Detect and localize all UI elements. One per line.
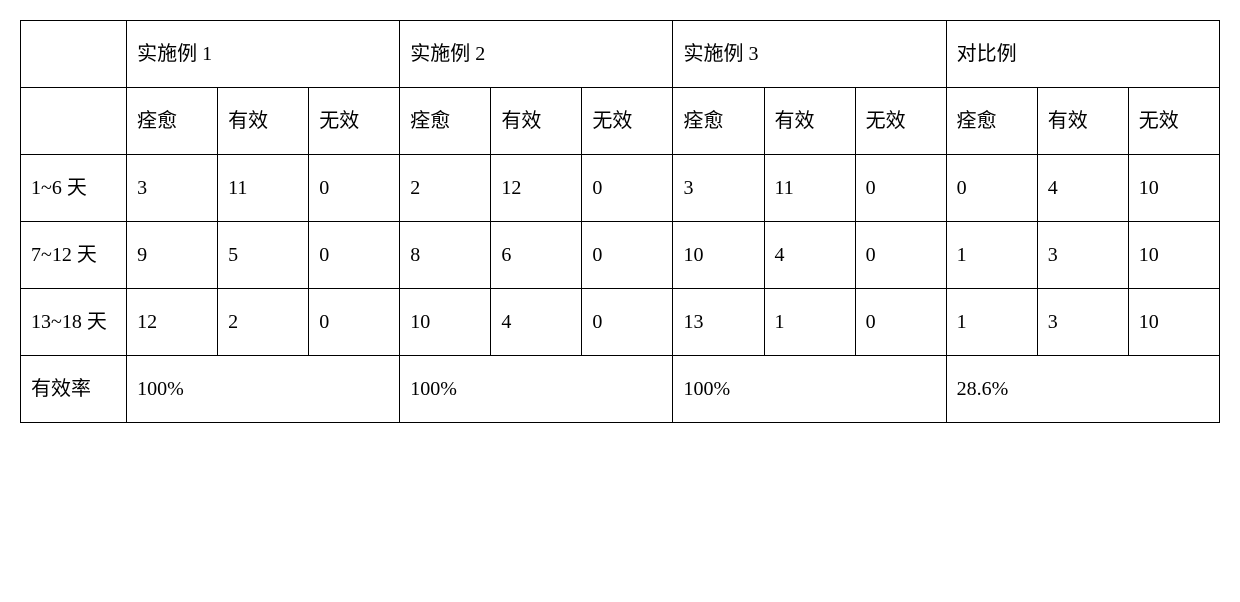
data-cell: 6 (491, 222, 582, 289)
row-label: 13~18 天 (21, 289, 127, 356)
table-row: 1~6 天 3 11 0 2 12 0 3 11 0 0 4 10 (21, 155, 1220, 222)
data-cell: 12 (491, 155, 582, 222)
table-row: 13~18 天 12 2 0 10 4 0 13 1 0 1 3 10 (21, 289, 1220, 356)
corner-cell (21, 21, 127, 88)
data-cell: 2 (218, 289, 309, 356)
sub-header: 无效 (855, 88, 946, 155)
footer-cell: 100% (400, 356, 673, 423)
sub-header: 痊愈 (946, 88, 1037, 155)
data-cell: 0 (309, 222, 400, 289)
row-label: 1~6 天 (21, 155, 127, 222)
sub-header: 有效 (1037, 88, 1128, 155)
data-cell: 0 (582, 222, 673, 289)
data-cell: 4 (764, 222, 855, 289)
data-cell: 4 (1037, 155, 1128, 222)
sub-header: 痊愈 (673, 88, 764, 155)
data-cell: 1 (764, 289, 855, 356)
data-cell: 10 (1128, 155, 1219, 222)
data-cell: 13 (673, 289, 764, 356)
table-footer: 有效率 100% 100% 100% 28.6% (21, 356, 1220, 423)
data-cell: 12 (127, 289, 218, 356)
data-cell: 0 (855, 155, 946, 222)
group-header: 实施例 2 (400, 21, 673, 88)
footer-cell: 28.6% (946, 356, 1219, 423)
data-cell: 3 (1037, 289, 1128, 356)
data-cell: 1 (946, 289, 1037, 356)
data-cell: 5 (218, 222, 309, 289)
sub-header: 有效 (491, 88, 582, 155)
footer-cell: 100% (673, 356, 946, 423)
data-cell: 0 (582, 289, 673, 356)
data-cell: 11 (218, 155, 309, 222)
data-cell: 8 (400, 222, 491, 289)
footer-label: 有效率 (21, 356, 127, 423)
group-header: 对比例 (946, 21, 1219, 88)
data-cell: 10 (400, 289, 491, 356)
data-cell: 10 (673, 222, 764, 289)
sub-header: 痊愈 (127, 88, 218, 155)
row-label: 7~12 天 (21, 222, 127, 289)
data-cell: 9 (127, 222, 218, 289)
group-header: 实施例 1 (127, 21, 400, 88)
data-cell: 3 (673, 155, 764, 222)
table-row: 7~12 天 9 5 0 8 6 0 10 4 0 1 3 10 (21, 222, 1220, 289)
table-header-groups: 实施例 1 实施例 2 实施例 3 对比例 (21, 21, 1220, 88)
footer-cell: 100% (127, 356, 400, 423)
data-cell: 1 (946, 222, 1037, 289)
data-cell: 0 (309, 155, 400, 222)
group-header: 实施例 3 (673, 21, 946, 88)
data-cell: 0 (855, 289, 946, 356)
data-cell: 10 (1128, 222, 1219, 289)
data-cell: 11 (764, 155, 855, 222)
data-cell: 0 (855, 222, 946, 289)
data-cell: 3 (1037, 222, 1128, 289)
sub-header: 有效 (218, 88, 309, 155)
efficacy-table: 实施例 1 实施例 2 实施例 3 对比例 痊愈 有效 无效 痊愈 有效 无效 … (20, 20, 1220, 423)
data-cell: 4 (491, 289, 582, 356)
sub-header: 无效 (1128, 88, 1219, 155)
corner-cell (21, 88, 127, 155)
sub-header: 无效 (582, 88, 673, 155)
data-cell: 0 (309, 289, 400, 356)
sub-header: 痊愈 (400, 88, 491, 155)
sub-header: 无效 (309, 88, 400, 155)
data-cell: 3 (127, 155, 218, 222)
data-cell: 2 (400, 155, 491, 222)
sub-header: 有效 (764, 88, 855, 155)
data-cell: 0 (946, 155, 1037, 222)
data-cell: 10 (1128, 289, 1219, 356)
table-header-sub: 痊愈 有效 无效 痊愈 有效 无效 痊愈 有效 无效 痊愈 有效 无效 (21, 88, 1220, 155)
data-cell: 0 (582, 155, 673, 222)
